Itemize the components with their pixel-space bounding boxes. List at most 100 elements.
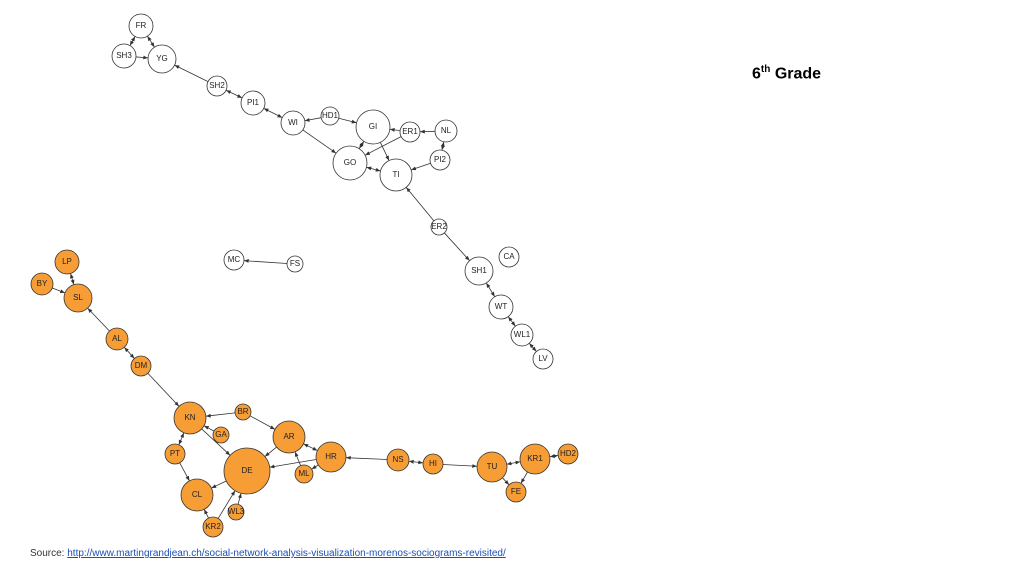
edge: [70, 273, 75, 285]
node-label: ER1: [402, 127, 418, 136]
node: [315, 441, 347, 473]
edge: [87, 307, 110, 332]
source-link[interactable]: http://www.martingrandjean.ch/social-net…: [67, 548, 506, 559]
node-label: PI1: [247, 98, 260, 107]
node: [63, 283, 93, 313]
node: [128, 13, 154, 39]
node-label: NL: [441, 126, 452, 135]
node: [234, 403, 252, 421]
edge: [225, 89, 243, 99]
node-label: KR2: [205, 522, 221, 531]
node-label: SL: [73, 293, 83, 302]
edge: [520, 471, 528, 484]
node-label: TI: [392, 170, 399, 179]
edge: [507, 316, 516, 327]
edge: [366, 166, 381, 172]
node-label: SH1: [471, 266, 487, 275]
node-label: WT: [495, 302, 508, 311]
node-label: WL1: [514, 330, 531, 339]
node-label: PT: [170, 449, 180, 458]
edge: [174, 64, 209, 82]
node: [223, 249, 245, 271]
edge: [528, 343, 537, 352]
node-label: GO: [344, 158, 356, 167]
node-label: PI2: [434, 155, 447, 164]
node: [130, 355, 152, 377]
node-label: CL: [192, 490, 203, 499]
edge: [379, 142, 390, 161]
node-label: DM: [135, 361, 148, 370]
node: [180, 478, 214, 512]
node: [212, 426, 230, 444]
node-label: AR: [283, 432, 294, 441]
node: [505, 481, 527, 503]
title-suffix: th: [760, 64, 771, 75]
edge: [203, 509, 209, 519]
edge: [243, 259, 288, 264]
node: [227, 503, 245, 521]
node: [386, 448, 410, 472]
edge: [302, 129, 337, 154]
node: [399, 121, 421, 143]
edge: [237, 493, 242, 505]
edge: [405, 187, 435, 222]
edge: [201, 428, 231, 456]
node: [147, 44, 177, 74]
node-label: ER2: [431, 222, 447, 231]
node: [294, 464, 314, 484]
node: [280, 110, 306, 136]
node: [498, 246, 520, 268]
node: [434, 119, 458, 143]
node: [202, 516, 224, 538]
node-label: HR: [325, 452, 337, 461]
node-label: LP: [62, 257, 72, 266]
footer: Source: http://www.martingrandjean.ch/so…: [30, 548, 506, 559]
node-label: LV: [538, 354, 548, 363]
node: [464, 256, 494, 286]
edge: [408, 459, 424, 465]
node-label: YG: [156, 54, 168, 63]
node: [30, 272, 54, 296]
node-label: FS: [290, 259, 300, 268]
node-label: AL: [112, 334, 122, 343]
title: 6th Grade: [752, 64, 821, 83]
node-label: HI: [429, 459, 437, 468]
edge: [147, 373, 180, 407]
node: [173, 401, 207, 435]
node: [557, 443, 579, 465]
edge: [135, 55, 149, 60]
edge: [444, 232, 470, 261]
edge: [358, 141, 365, 149]
edge: [269, 459, 317, 469]
edge: [338, 117, 357, 124]
node-label: FE: [511, 487, 521, 496]
node-label: MC: [228, 255, 241, 264]
node-label: NS: [392, 455, 403, 464]
node: [272, 420, 306, 454]
node-label: HD1: [322, 111, 339, 120]
node: [206, 75, 228, 97]
node: [223, 447, 271, 495]
node-label: TU: [487, 462, 498, 471]
node-label: BR: [237, 407, 248, 416]
edge: [217, 490, 236, 519]
edge: [389, 128, 401, 132]
edge: [178, 432, 185, 445]
node-label: FR: [136, 21, 147, 30]
edge: [263, 108, 283, 118]
edge: [411, 162, 431, 171]
edge: [485, 282, 496, 297]
node: [476, 451, 508, 483]
node: [54, 249, 80, 275]
node-label: HD2: [560, 449, 577, 458]
node: [320, 106, 340, 126]
node: [519, 443, 551, 475]
node-label: KN: [184, 413, 195, 422]
node: [332, 145, 368, 181]
node: [422, 453, 444, 475]
node: [240, 90, 266, 116]
node-label: GA: [215, 430, 227, 439]
title-text: Grade: [774, 65, 822, 83]
node-label: DE: [241, 466, 252, 475]
